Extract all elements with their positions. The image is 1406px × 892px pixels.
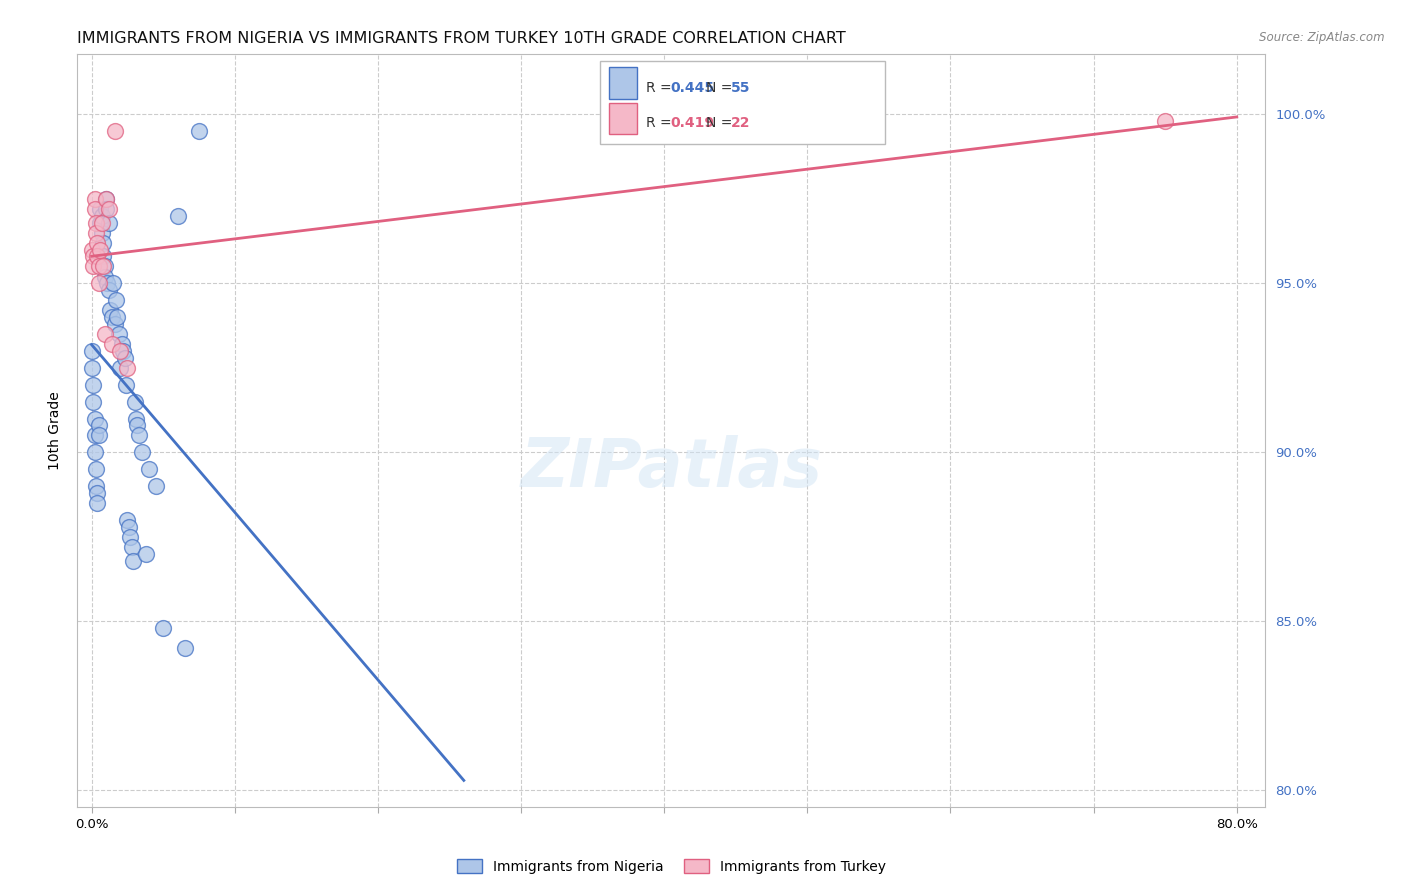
Point bbox=[86, 249, 108, 263]
Point bbox=[86, 486, 108, 500]
Point bbox=[87, 260, 110, 274]
Point bbox=[101, 277, 124, 291]
Point bbox=[131, 445, 153, 459]
Point bbox=[121, 540, 143, 554]
Point bbox=[83, 428, 105, 442]
Point bbox=[120, 530, 142, 544]
Point bbox=[80, 360, 103, 375]
Point bbox=[82, 377, 104, 392]
Point bbox=[103, 317, 125, 331]
Point bbox=[152, 621, 174, 635]
Point bbox=[135, 547, 157, 561]
Point bbox=[122, 553, 145, 567]
Point bbox=[90, 215, 112, 229]
Point bbox=[98, 303, 121, 318]
Point bbox=[94, 192, 117, 206]
Point bbox=[82, 249, 104, 263]
Text: 0.445: 0.445 bbox=[669, 80, 714, 95]
Point bbox=[94, 192, 117, 206]
Point bbox=[114, 351, 136, 365]
Point bbox=[90, 209, 112, 223]
Point bbox=[118, 519, 141, 533]
Point bbox=[80, 243, 103, 257]
Point bbox=[93, 269, 115, 284]
Point bbox=[97, 202, 120, 216]
Point bbox=[112, 343, 135, 358]
Text: 22: 22 bbox=[731, 116, 751, 130]
Text: R =: R = bbox=[645, 80, 676, 95]
Point bbox=[138, 462, 160, 476]
Point bbox=[86, 235, 108, 250]
Point bbox=[110, 360, 132, 375]
Point bbox=[87, 418, 110, 433]
Point bbox=[87, 428, 110, 442]
Point bbox=[104, 293, 127, 308]
Point bbox=[145, 479, 167, 493]
Point bbox=[80, 343, 103, 358]
Point bbox=[93, 327, 115, 342]
Point bbox=[128, 428, 150, 442]
Text: ZIPatlas: ZIPatlas bbox=[520, 435, 823, 501]
Text: IMMIGRANTS FROM NIGERIA VS IMMIGRANTS FROM TURKEY 10TH GRADE CORRELATION CHART: IMMIGRANTS FROM NIGERIA VS IMMIGRANTS FR… bbox=[77, 31, 846, 46]
Text: Source: ZipAtlas.com: Source: ZipAtlas.com bbox=[1260, 31, 1385, 45]
Text: R =: R = bbox=[645, 116, 676, 130]
Point bbox=[100, 310, 122, 325]
Point bbox=[117, 360, 139, 375]
Point bbox=[91, 260, 114, 274]
Point bbox=[1154, 114, 1177, 128]
Point bbox=[82, 394, 104, 409]
Point bbox=[87, 277, 110, 291]
Point bbox=[97, 283, 120, 297]
Text: 0.419: 0.419 bbox=[669, 116, 714, 130]
Point bbox=[83, 411, 105, 425]
Point bbox=[103, 124, 125, 138]
Point bbox=[84, 462, 107, 476]
Point bbox=[83, 445, 105, 459]
Point bbox=[173, 641, 195, 656]
Point bbox=[89, 215, 111, 229]
Point bbox=[108, 327, 131, 342]
Point bbox=[84, 479, 107, 493]
Point bbox=[115, 377, 138, 392]
Point bbox=[82, 260, 104, 274]
Point bbox=[188, 124, 211, 138]
Point bbox=[90, 226, 112, 240]
Point bbox=[86, 496, 108, 510]
Point bbox=[84, 215, 107, 229]
Legend: Immigrants from Nigeria, Immigrants from Turkey: Immigrants from Nigeria, Immigrants from… bbox=[451, 854, 891, 880]
Point bbox=[107, 310, 129, 325]
Point bbox=[125, 411, 148, 425]
Point bbox=[89, 243, 111, 257]
Point bbox=[127, 418, 149, 433]
Point bbox=[94, 202, 117, 216]
Point bbox=[100, 337, 122, 351]
Point bbox=[97, 215, 120, 229]
Text: 55: 55 bbox=[731, 80, 751, 95]
Point bbox=[110, 343, 132, 358]
Point bbox=[93, 260, 115, 274]
Point bbox=[96, 277, 118, 291]
Text: N =: N = bbox=[706, 116, 737, 130]
Point bbox=[84, 226, 107, 240]
Point bbox=[166, 209, 188, 223]
Point bbox=[91, 249, 114, 263]
Text: N =: N = bbox=[706, 80, 737, 95]
Point bbox=[83, 192, 105, 206]
Point bbox=[91, 235, 114, 250]
Y-axis label: 10th Grade: 10th Grade bbox=[48, 391, 62, 470]
Point bbox=[124, 394, 146, 409]
Point bbox=[117, 513, 139, 527]
Point bbox=[83, 202, 105, 216]
Point bbox=[89, 202, 111, 216]
Point bbox=[111, 337, 134, 351]
